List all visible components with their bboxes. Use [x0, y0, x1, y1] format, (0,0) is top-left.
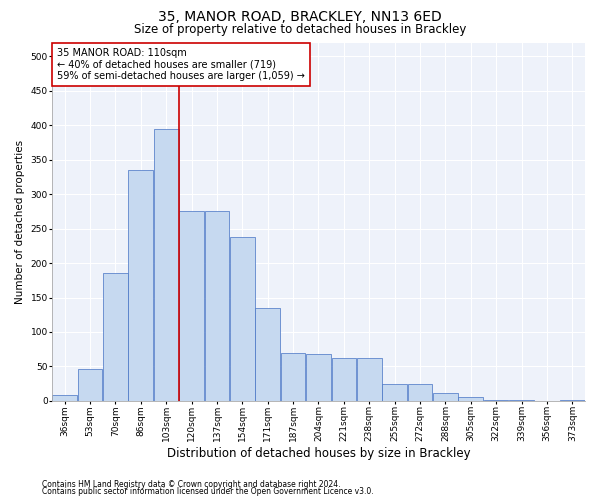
- Text: 35 MANOR ROAD: 110sqm
← 40% of detached houses are smaller (719)
59% of semi-det: 35 MANOR ROAD: 110sqm ← 40% of detached …: [58, 48, 305, 81]
- Bar: [306, 354, 331, 401]
- Bar: [484, 400, 508, 401]
- Text: Contains public sector information licensed under the Open Government Licence v3: Contains public sector information licen…: [42, 487, 374, 496]
- Bar: [408, 384, 433, 401]
- Bar: [509, 400, 534, 401]
- Bar: [52, 396, 77, 401]
- Text: Size of property relative to detached houses in Brackley: Size of property relative to detached ho…: [134, 22, 466, 36]
- Bar: [128, 170, 153, 401]
- Bar: [357, 358, 382, 401]
- Text: Contains HM Land Registry data © Crown copyright and database right 2024.: Contains HM Land Registry data © Crown c…: [42, 480, 341, 489]
- Bar: [332, 358, 356, 401]
- Bar: [179, 212, 204, 401]
- Bar: [154, 128, 179, 401]
- Y-axis label: Number of detached properties: Number of detached properties: [15, 140, 25, 304]
- X-axis label: Distribution of detached houses by size in Brackley: Distribution of detached houses by size …: [167, 447, 470, 460]
- Bar: [433, 392, 458, 401]
- Bar: [205, 212, 229, 401]
- Bar: [78, 369, 103, 401]
- Bar: [256, 308, 280, 401]
- Text: 35, MANOR ROAD, BRACKLEY, NN13 6ED: 35, MANOR ROAD, BRACKLEY, NN13 6ED: [158, 10, 442, 24]
- Bar: [103, 274, 128, 401]
- Bar: [230, 237, 254, 401]
- Bar: [458, 398, 483, 401]
- Bar: [560, 400, 584, 401]
- Bar: [382, 384, 407, 401]
- Bar: [281, 352, 305, 401]
